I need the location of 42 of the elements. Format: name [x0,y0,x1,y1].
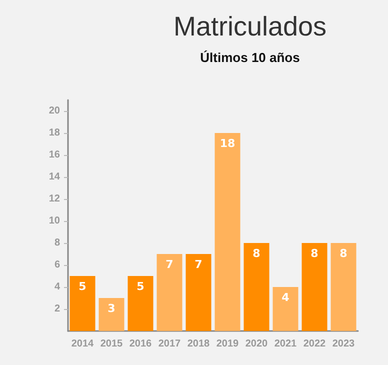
x-tick-label: 2017 [158,338,182,350]
bar [214,133,240,331]
x-tick-label: 2023 [332,338,356,350]
y-tick-label: 16 [48,150,60,160]
data-label: 8 [252,247,260,260]
bar [330,243,356,331]
data-label: 3 [108,302,116,315]
x-tick-label: 2022 [303,338,326,350]
data-label: 18 [220,137,236,150]
x-tick-label: 2021 [274,338,298,350]
x-tick-label: 2018 [187,338,210,350]
bar [98,298,124,331]
x-tick-label: 2016 [129,338,152,350]
bar [244,243,270,331]
x-tick-label: 2014 [71,338,94,350]
y-tick-label: 8 [54,238,60,248]
bar [128,276,154,331]
data-label: 8 [310,247,318,260]
x-tick-label: 2020 [245,338,268,350]
y-tick-label: 2 [54,304,60,314]
bar [302,243,328,331]
x-tick-label: 2019 [216,338,240,350]
bar [156,254,182,331]
y-tick-label: 4 [54,282,60,292]
y-tick-label: 20 [48,106,60,116]
data-label: 5 [136,280,144,293]
y-tick-label: 18 [48,128,60,138]
bar [70,276,96,331]
bar [186,254,212,331]
y-tick-label: 12 [48,194,60,204]
y-tick-label: 14 [48,172,60,182]
data-label: 5 [78,280,86,293]
y-tick-label: 10 [48,216,60,226]
y-tick-label: 6 [54,260,60,270]
x-tick-label: 2015 [100,338,124,350]
chart-title: Matriculados [173,12,327,42]
data-label: 7 [166,258,174,271]
data-label: 4 [282,291,290,304]
chart-subtitle: Últimos 10 años [200,50,300,65]
data-label: 7 [194,258,202,271]
data-label: 8 [340,247,348,260]
bar [272,287,298,331]
